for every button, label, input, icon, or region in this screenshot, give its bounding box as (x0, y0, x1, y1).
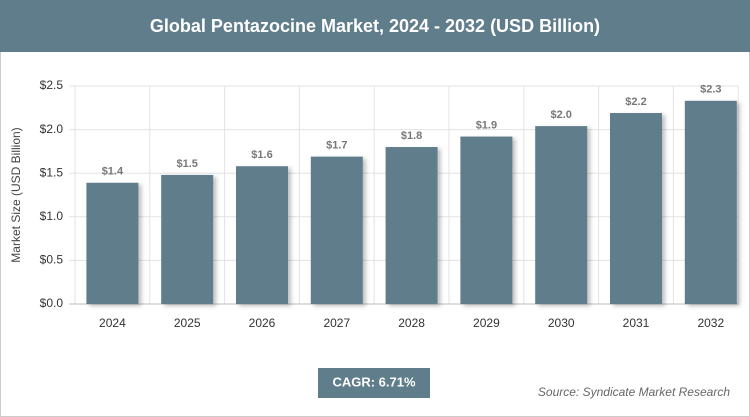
value-label: $1.9 (476, 119, 497, 131)
value-label: $1.7 (326, 140, 347, 152)
bar (460, 136, 513, 304)
bar (684, 100, 737, 304)
value-label: $1.8 (401, 130, 422, 142)
y-tick-label: $1.0 (40, 209, 64, 223)
source: Source: Syndicate Market Research (538, 385, 730, 399)
y-tick-label: $2.0 (40, 122, 64, 136)
value-label: $1.5 (176, 158, 197, 170)
x-tick-label: 2024 (99, 316, 126, 330)
value-label: $1.4 (102, 166, 124, 178)
x-tick-label: 2027 (323, 316, 350, 330)
bar (535, 126, 588, 304)
x-tick-label: 2031 (623, 316, 650, 330)
bar (385, 147, 438, 304)
y-tick-label: $0.0 (40, 296, 64, 310)
value-label: $2.2 (625, 96, 646, 108)
bar (86, 182, 139, 304)
y-tick-label: $0.5 (40, 253, 64, 267)
x-tick-label: 2029 (473, 316, 500, 330)
value-label: $1.6 (251, 149, 272, 161)
bar (610, 113, 662, 304)
x-tick-label: 2030 (548, 316, 575, 330)
title-banner (0, 0, 750, 52)
chart-title: Global Pentazocine Market, 2024 - 2032 (… (150, 16, 600, 36)
bar (310, 156, 363, 304)
cagr-box (318, 368, 430, 398)
x-tick-label: 2026 (249, 316, 276, 330)
bar (161, 174, 214, 304)
bar (236, 166, 288, 304)
value-label: $2.0 (550, 109, 571, 121)
x-tick-label: 2032 (697, 316, 724, 330)
x-tick-label: 2025 (174, 316, 201, 330)
y-axis-label: Market Size (USD Billion) (9, 127, 23, 262)
cagr-label: CAGR: 6.71% (332, 374, 416, 389)
y-tick-label: $2.5 (40, 78, 64, 92)
x-tick-label: 2028 (398, 316, 425, 330)
value-label: $2.3 (700, 84, 721, 96)
y-tick-label: $1.5 (40, 165, 64, 179)
